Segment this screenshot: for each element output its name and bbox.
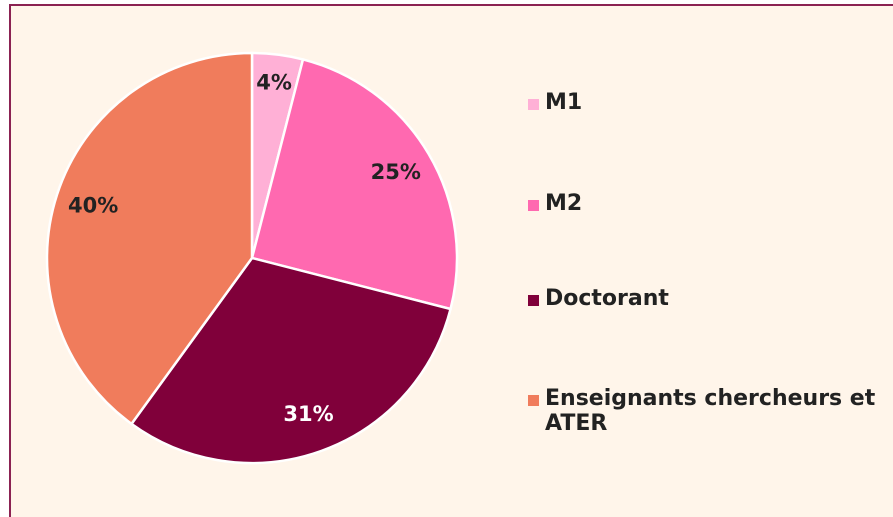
legend-swatch xyxy=(528,200,539,211)
legend-item: M2 xyxy=(528,191,878,216)
pie-slice xyxy=(250,57,459,311)
legend-label: M1 xyxy=(545,90,583,115)
legend-label: Doctorant xyxy=(545,286,669,311)
data-label: 31% xyxy=(283,402,333,426)
legend-swatch xyxy=(528,395,539,406)
legend-label: M2 xyxy=(545,191,583,216)
legend-swatch xyxy=(528,295,539,306)
legend-swatch xyxy=(528,99,539,110)
pie-slice xyxy=(129,256,453,465)
legend-item: M1 xyxy=(528,90,878,115)
legend-item: Enseignants chercheurs et ATER xyxy=(528,386,878,436)
legend-item: Doctorant xyxy=(528,286,878,311)
data-label: 4% xyxy=(256,70,292,94)
legend-label: Enseignants chercheurs et ATER xyxy=(545,386,876,436)
data-label: 40% xyxy=(68,193,118,217)
data-label: 25% xyxy=(371,160,421,184)
pie-slice xyxy=(45,51,254,426)
